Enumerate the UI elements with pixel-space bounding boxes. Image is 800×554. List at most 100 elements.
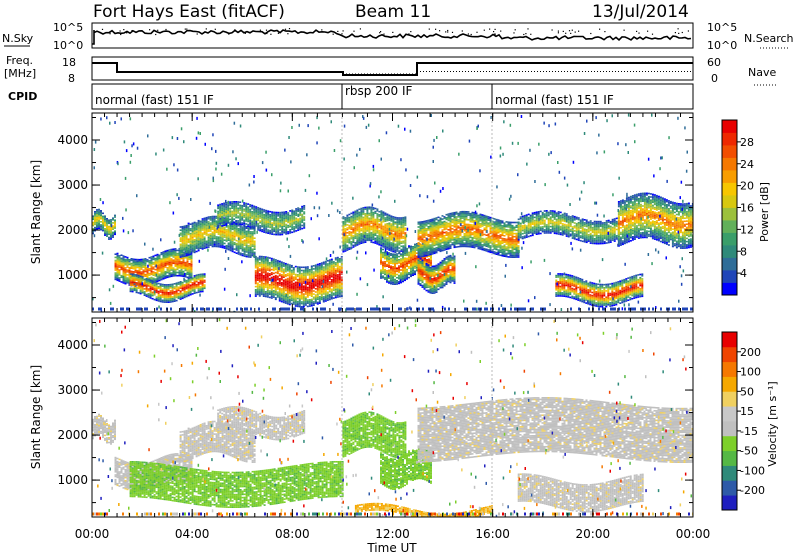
data-cell bbox=[272, 277, 275, 279]
data-cell bbox=[195, 283, 198, 286]
data-cell bbox=[251, 223, 254, 226]
data-cell bbox=[267, 213, 270, 216]
data-cell bbox=[138, 268, 141, 270]
data-cell bbox=[241, 229, 244, 232]
data-cell bbox=[382, 277, 384, 279]
data-cell bbox=[160, 261, 163, 264]
data-cell bbox=[346, 246, 349, 248]
data-cell bbox=[164, 264, 167, 267]
data-cell bbox=[273, 227, 276, 229]
data-cell bbox=[419, 273, 422, 276]
data-cell bbox=[290, 293, 293, 295]
data-cell bbox=[211, 218, 214, 221]
data-cell bbox=[223, 205, 226, 208]
data-cell bbox=[145, 293, 148, 296]
data-cell bbox=[304, 286, 307, 289]
data-cell bbox=[380, 255, 382, 257]
data-cell bbox=[370, 238, 373, 240]
data-cell bbox=[431, 273, 434, 276]
data-cell bbox=[443, 277, 446, 279]
data-cell bbox=[384, 278, 386, 280]
data-cell bbox=[138, 266, 141, 269]
data-cell bbox=[142, 269, 145, 272]
data-cell bbox=[364, 228, 367, 231]
data-cell bbox=[237, 229, 240, 232]
data-cell bbox=[286, 295, 289, 297]
data-cell bbox=[372, 221, 375, 223]
data-cell bbox=[304, 304, 307, 306]
data-cell bbox=[151, 283, 154, 286]
data-cell bbox=[132, 272, 135, 275]
data-cell bbox=[417, 232, 420, 235]
data-cell bbox=[229, 213, 232, 216]
data-cell bbox=[225, 232, 228, 234]
data-cell bbox=[114, 272, 117, 274]
data-cell bbox=[296, 269, 299, 271]
data-cell bbox=[288, 297, 291, 299]
data-cell bbox=[217, 218, 220, 221]
data-cell bbox=[400, 225, 403, 227]
data-cell bbox=[293, 221, 296, 223]
data-cell bbox=[298, 277, 301, 279]
data-cell bbox=[390, 215, 393, 217]
data-cell bbox=[180, 267, 183, 269]
data-cell bbox=[410, 267, 412, 270]
data-cell bbox=[227, 214, 230, 216]
data-cell bbox=[408, 261, 410, 263]
data-cell bbox=[168, 255, 171, 258]
data-cell bbox=[300, 285, 303, 287]
data-cell bbox=[266, 267, 269, 270]
data-cell bbox=[334, 296, 337, 299]
data-cell bbox=[255, 212, 258, 215]
data-cell bbox=[193, 235, 196, 238]
data-cell bbox=[308, 300, 311, 303]
data-cell bbox=[278, 292, 281, 294]
data-cell bbox=[258, 258, 261, 261]
data-cell bbox=[400, 259, 402, 262]
data-cell bbox=[404, 254, 406, 256]
data-cell bbox=[388, 272, 390, 275]
data-cell bbox=[178, 271, 181, 274]
data-cell bbox=[392, 256, 394, 259]
data-cell bbox=[201, 278, 204, 280]
data-cell bbox=[270, 289, 273, 291]
data-cell bbox=[96, 209, 98, 211]
data-cell bbox=[380, 263, 382, 265]
data-cell bbox=[390, 278, 392, 280]
data-cell bbox=[136, 266, 139, 269]
nsky-point bbox=[353, 30, 355, 32]
data-cell bbox=[139, 277, 142, 279]
data-cell bbox=[334, 282, 337, 285]
data-cell bbox=[162, 276, 165, 278]
data-cell bbox=[416, 269, 418, 272]
data-cell bbox=[134, 265, 137, 267]
data-cell bbox=[358, 216, 361, 218]
data-cell bbox=[396, 220, 399, 222]
data-cell bbox=[320, 295, 323, 297]
data-cell bbox=[205, 231, 208, 233]
data-cell bbox=[193, 223, 196, 225]
data-cell bbox=[334, 287, 337, 289]
nsky-point bbox=[205, 28, 207, 30]
data-cell bbox=[282, 281, 285, 283]
data-cell bbox=[406, 270, 408, 272]
data-cell bbox=[338, 259, 341, 262]
data-cell bbox=[316, 273, 319, 275]
data-cell bbox=[290, 288, 293, 291]
data-cell bbox=[366, 228, 369, 231]
data-cell bbox=[177, 281, 180, 284]
data-cell bbox=[364, 219, 367, 221]
data-cell bbox=[262, 270, 265, 272]
data-cell bbox=[370, 216, 373, 218]
data-cell bbox=[269, 231, 272, 233]
data-cell bbox=[231, 242, 234, 245]
data-cell bbox=[256, 258, 259, 261]
data-cell bbox=[376, 221, 379, 223]
data-cell bbox=[318, 299, 321, 301]
data-cell bbox=[278, 268, 281, 271]
data-cell bbox=[421, 273, 424, 276]
data-cell bbox=[249, 226, 252, 228]
data-cell bbox=[312, 265, 315, 267]
data-cell bbox=[177, 286, 180, 289]
data-cell bbox=[171, 283, 174, 286]
